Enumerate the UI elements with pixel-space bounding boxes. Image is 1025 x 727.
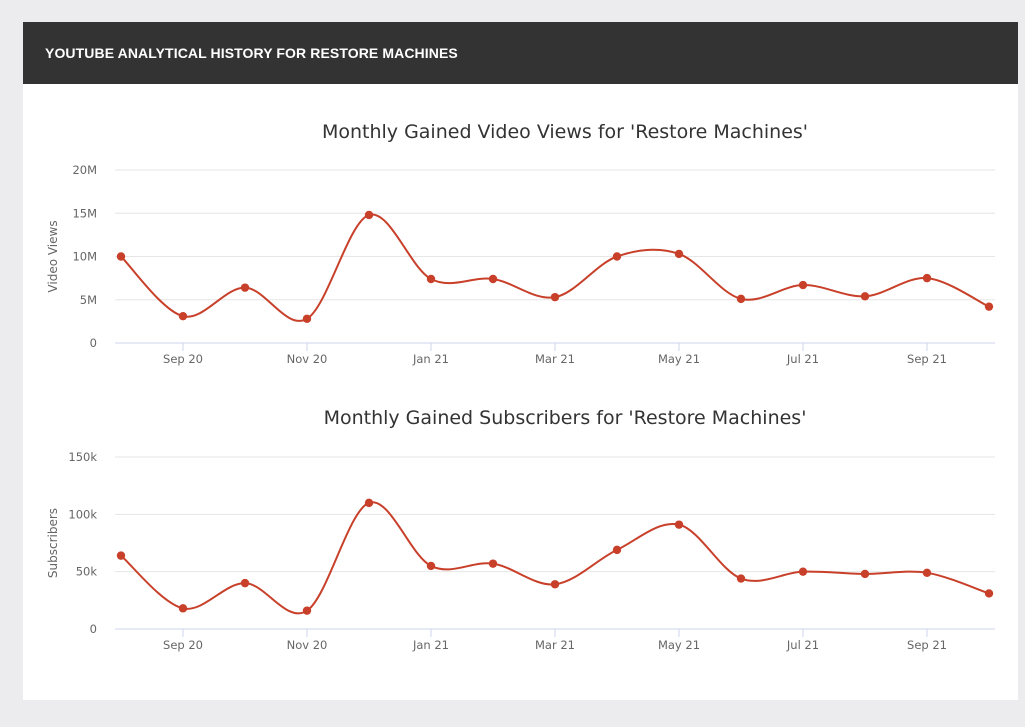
data-point[interactable] [488, 274, 498, 284]
panel-header: YOUTUBE ANALYTICAL HISTORY FOR RESTORE M… [23, 22, 1018, 84]
data-point[interactable] [550, 292, 560, 302]
data-point[interactable] [178, 311, 188, 321]
x-tick-label: Nov 20 [287, 638, 328, 652]
series-line [120, 213, 990, 322]
x-tick-label: Mar 21 [535, 352, 575, 366]
y-tick-label: 0 [90, 622, 97, 636]
data-point[interactable] [736, 294, 746, 304]
x-tick-label: Jul 21 [786, 638, 819, 652]
y-tick-label: 50k [76, 565, 98, 579]
x-tick-label: Nov 20 [287, 352, 328, 366]
chart-title: Monthly Gained Video Views for 'Restore … [322, 121, 808, 143]
data-point[interactable] [798, 567, 808, 576]
data-point[interactable] [922, 568, 932, 578]
data-point[interactable] [426, 561, 436, 571]
data-point[interactable] [860, 569, 870, 579]
chart-2: Monthly Gained Subscribers for 'Restore … [46, 407, 995, 652]
data-point[interactable] [426, 274, 436, 284]
data-point[interactable] [240, 578, 250, 588]
x-tick-label: Mar 21 [535, 638, 575, 652]
panel-title: YOUTUBE ANALYTICAL HISTORY FOR RESTORE M… [45, 45, 458, 61]
data-point[interactable] [302, 606, 312, 615]
data-point[interactable] [550, 580, 560, 589]
y-axis-label: Video Views [46, 220, 60, 292]
charts-svg: Monthly Gained Video Views for 'Restore … [46, 121, 995, 652]
data-point[interactable] [364, 210, 374, 220]
data-point[interactable] [364, 498, 374, 508]
y-tick-label: 0 [90, 336, 97, 350]
data-point[interactable] [984, 589, 994, 598]
data-point[interactable] [612, 252, 622, 261]
data-point[interactable] [612, 545, 622, 555]
x-tick-label: May 21 [658, 352, 700, 366]
y-tick-label: 20M [72, 163, 97, 177]
x-tick-label: Jan 21 [412, 638, 449, 652]
chart-1: Monthly Gained Video Views for 'Restore … [46, 121, 995, 366]
data-point[interactable] [178, 604, 188, 613]
x-tick-label: Sep 21 [907, 352, 947, 366]
x-tick-label: May 21 [658, 638, 700, 652]
data-point[interactable] [302, 314, 312, 323]
x-tick-label: Sep 20 [163, 352, 203, 366]
data-point[interactable] [674, 520, 684, 529]
y-axis-label: Subscribers [46, 508, 60, 578]
y-tick-label: 15M [72, 206, 97, 220]
x-tick-label: Sep 20 [163, 638, 203, 652]
x-tick-label: Jan 21 [412, 352, 449, 366]
data-point[interactable] [798, 280, 808, 290]
data-point[interactable] [116, 551, 126, 560]
chart-title: Monthly Gained Subscribers for 'Restore … [324, 407, 807, 429]
x-tick-label: Sep 21 [907, 638, 947, 652]
data-point[interactable] [240, 283, 250, 292]
series-line [120, 501, 990, 615]
data-point[interactable] [860, 292, 870, 301]
y-tick-label: 100k [68, 507, 97, 521]
x-tick-label: Jul 21 [786, 352, 819, 366]
data-point[interactable] [488, 559, 498, 568]
data-point[interactable] [922, 273, 932, 283]
data-point[interactable] [674, 249, 684, 259]
data-point[interactable] [984, 302, 994, 311]
y-tick-label: 5M [80, 293, 97, 307]
y-tick-label: 150k [68, 450, 97, 464]
analytics-panel: YOUTUBE ANALYTICAL HISTORY FOR RESTORE M… [23, 22, 1018, 700]
data-point[interactable] [116, 252, 126, 261]
y-tick-label: 10M [72, 250, 97, 264]
data-point[interactable] [736, 574, 746, 583]
